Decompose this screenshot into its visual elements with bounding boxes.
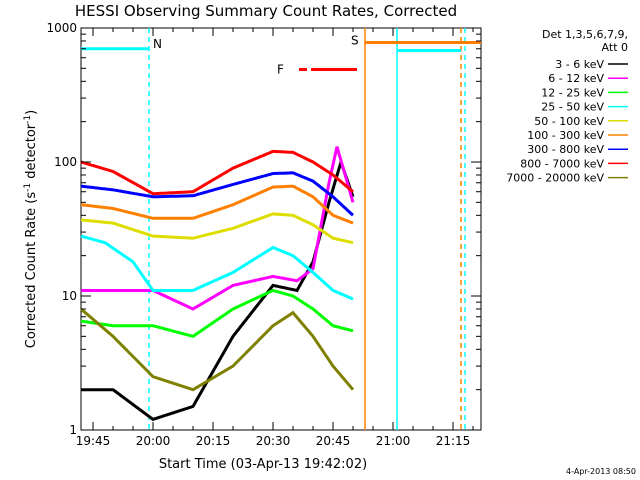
- x-tick-label: 20:00: [136, 434, 171, 448]
- series-line: [80, 212, 354, 245]
- annotation-label: N: [153, 37, 162, 51]
- x-tick-label: 21:15: [436, 434, 471, 448]
- legend-label: 6 - 12 keV: [548, 72, 604, 85]
- y-tick-label: 1: [69, 423, 77, 437]
- y-tick-label: 100: [54, 155, 77, 169]
- timestamp: 4-Apr-2013 08:50: [566, 467, 636, 476]
- series-line: [80, 288, 354, 338]
- annotation-layer: N S F: [81, 28, 481, 430]
- legend-label: 300 - 800 keV: [527, 143, 604, 156]
- series-line: [80, 307, 355, 392]
- y-axis-label: Corrected Count Rate (s-1 detector-1): [23, 110, 39, 348]
- x-tick-label: 20:30: [256, 434, 291, 448]
- y-axis: 1 10 100 1000: [46, 21, 481, 437]
- x-tick-label: 20:15: [196, 434, 231, 448]
- legend-label: 25 - 50 keV: [541, 101, 604, 114]
- plot-frame: [80, 27, 482, 431]
- x-axis-label: Start Time (03-Apr-13 19:42:02): [159, 457, 367, 472]
- legend-label: 7000 - 20000 keV: [506, 172, 604, 185]
- legend-label: 50 - 100 keV: [534, 115, 604, 128]
- series-line: [80, 171, 355, 217]
- series-line: [80, 234, 354, 301]
- x-tick-label: 20:45: [316, 434, 351, 448]
- x-tick-label: 19:45: [76, 434, 111, 448]
- annotation-label: F: [277, 63, 284, 77]
- y-tick-label: 10: [62, 289, 77, 303]
- series-line: [81, 146, 355, 311]
- legend-label: 100 - 300 keV: [527, 129, 604, 142]
- legend-header: Det 1,3,5,6,7,9,: [542, 28, 628, 41]
- y-tick-label: 1000: [46, 21, 77, 35]
- legend-label: 3 - 6 keV: [555, 58, 604, 71]
- legend-label: 800 - 7000 keV: [520, 157, 604, 170]
- chart-title: HESSI Observing Summary Count Rates, Cor…: [75, 2, 457, 20]
- x-axis: 19:45 20:00 20:15 20:30 20:45 21:00 21:15: [76, 28, 474, 448]
- series-line: [80, 184, 354, 225]
- legend-label: 12 - 25 keV: [541, 86, 604, 99]
- annotation-label: S: [351, 33, 359, 47]
- legend-attenuator: Att 0: [602, 41, 628, 54]
- x-tick-label: 21:00: [376, 434, 411, 448]
- series-line: [80, 149, 354, 196]
- series-layer: [80, 146, 355, 422]
